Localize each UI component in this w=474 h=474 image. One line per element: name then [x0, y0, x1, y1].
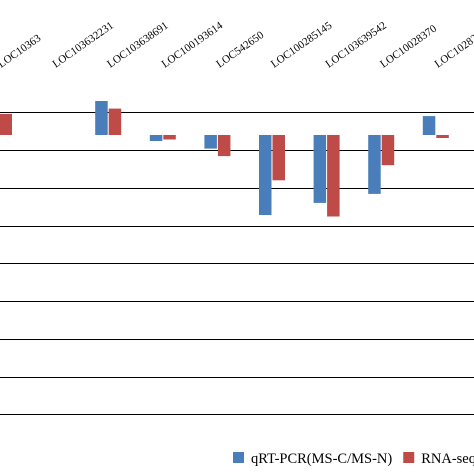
bar-qrt-pcr-loc542650 [204, 135, 217, 149]
legend-label-qrt-pcr: qRT-PCR(MS-C/MS-N) [251, 451, 392, 467]
bar-qrt-pcr-loc103638691 [95, 101, 108, 135]
legend: qRT-PCR(MS-C/MS-N) RNA-seq(MS-C/MS-N) [233, 451, 474, 467]
legend-label-rna-seq: RNA-seq(MS-C/MS-N) [421, 451, 474, 467]
bar-qrt-pcr-loc100193614 [149, 135, 163, 141]
category-labels: LOC10363 LOC103632231LOC103638691LOC10019… [0, 19, 474, 70]
bar-qrt-pcr-loc10282977 [422, 116, 436, 135]
legend-swatch-qrt-pcr [233, 452, 244, 463]
bar-qrt-pcr-loc100285145 [259, 135, 272, 215]
legend-swatch-rna-seq [403, 452, 415, 463]
bar-rna-seq-loc10282977 [436, 135, 449, 138]
gridlines [0, 112, 474, 415]
bar-qrt-pcr-loc10028370 [368, 135, 381, 194]
category-label: LOC542650 [214, 29, 266, 71]
bar-rna-seq-loc103639542 [327, 135, 340, 217]
bar-qrt-pcr-loc103639542 [313, 135, 327, 203]
bar-rna-seq-loc10028370 [381, 135, 395, 166]
bar-rna-seq-loc103638691 [108, 108, 122, 135]
bar-rna-seq-loc100285145 [272, 135, 285, 181]
category-label: LOC10282977 [433, 22, 474, 70]
bar-rna-seq-loc542650 [217, 135, 231, 157]
bar-rna-seq-loc10363 [0, 113, 12, 135]
bars [0, 101, 449, 217]
category-label: LOC10363 [0, 32, 44, 71]
bar-rna-seq-loc100193614 [163, 135, 176, 140]
